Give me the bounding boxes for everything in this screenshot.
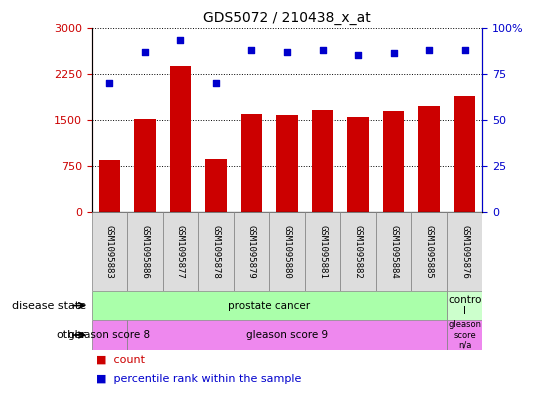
Text: gleason score 8: gleason score 8 bbox=[68, 330, 150, 340]
Bar bbox=[447, 212, 482, 291]
Text: GSM1095881: GSM1095881 bbox=[318, 225, 327, 278]
Bar bbox=[99, 160, 120, 212]
Point bbox=[425, 46, 433, 53]
Bar bbox=[277, 115, 298, 212]
Bar bbox=[127, 320, 447, 350]
Bar bbox=[170, 66, 191, 212]
Bar bbox=[163, 212, 198, 291]
Bar bbox=[312, 110, 333, 212]
Point bbox=[212, 80, 220, 86]
Bar bbox=[418, 106, 440, 212]
Bar bbox=[205, 159, 226, 212]
Text: ■  count: ■ count bbox=[95, 354, 144, 365]
Bar bbox=[348, 118, 369, 212]
Text: contro
l: contro l bbox=[448, 295, 481, 316]
Bar bbox=[234, 212, 270, 291]
Point bbox=[318, 46, 327, 53]
Text: GSM1095878: GSM1095878 bbox=[211, 225, 220, 278]
Bar bbox=[447, 320, 482, 350]
Text: GSM1095879: GSM1095879 bbox=[247, 225, 256, 278]
Bar bbox=[305, 212, 340, 291]
Bar bbox=[340, 212, 376, 291]
Text: gleason
score
n/a: gleason score n/a bbox=[448, 320, 481, 350]
Text: GSM1095876: GSM1095876 bbox=[460, 225, 469, 278]
Point bbox=[283, 48, 292, 55]
Text: GSM1095883: GSM1095883 bbox=[105, 225, 114, 278]
Bar bbox=[241, 114, 262, 212]
Point bbox=[389, 50, 398, 57]
Bar bbox=[270, 212, 305, 291]
Bar bbox=[447, 291, 482, 320]
Bar bbox=[92, 212, 127, 291]
Text: GSM1095877: GSM1095877 bbox=[176, 225, 185, 278]
Bar bbox=[198, 212, 234, 291]
Text: gleason score 9: gleason score 9 bbox=[246, 330, 328, 340]
Text: GSM1095880: GSM1095880 bbox=[282, 225, 292, 278]
Bar bbox=[134, 119, 156, 212]
Point bbox=[141, 48, 149, 55]
Title: GDS5072 / 210438_x_at: GDS5072 / 210438_x_at bbox=[203, 11, 371, 25]
Point bbox=[460, 46, 469, 53]
Text: other: other bbox=[57, 330, 86, 340]
Text: GSM1095886: GSM1095886 bbox=[141, 225, 149, 278]
Text: prostate cancer: prostate cancer bbox=[228, 301, 310, 310]
Text: ■  percentile rank within the sample: ■ percentile rank within the sample bbox=[95, 374, 301, 384]
Point bbox=[176, 37, 185, 44]
Bar bbox=[127, 212, 163, 291]
Point bbox=[247, 46, 256, 53]
Bar bbox=[411, 212, 447, 291]
Text: GSM1095885: GSM1095885 bbox=[425, 225, 433, 278]
Bar bbox=[92, 320, 127, 350]
Point bbox=[105, 80, 114, 86]
Text: GSM1095884: GSM1095884 bbox=[389, 225, 398, 278]
Bar bbox=[376, 212, 411, 291]
Point bbox=[354, 52, 362, 58]
Text: GSM1095882: GSM1095882 bbox=[354, 225, 363, 278]
Bar bbox=[383, 111, 404, 212]
Bar bbox=[454, 96, 475, 212]
Text: disease state: disease state bbox=[12, 301, 86, 310]
